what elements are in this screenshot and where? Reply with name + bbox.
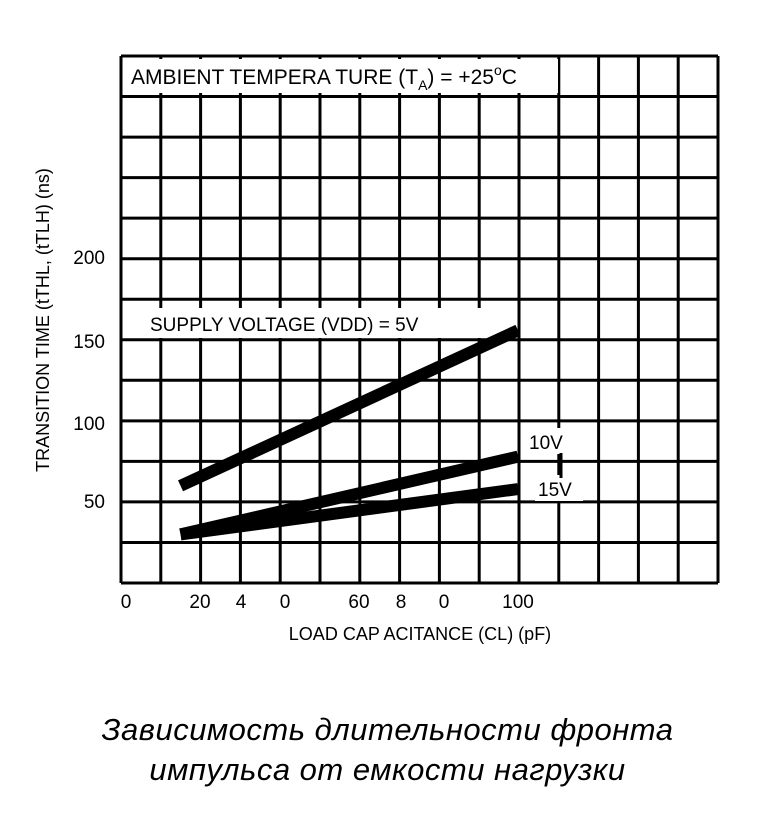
x-tick-label: 0 [439, 592, 450, 613]
x-tick-label: 20 [189, 592, 210, 613]
x-tick-label: 60 [348, 592, 369, 613]
series-15v-label-box [535, 475, 583, 501]
chart-series [178, 324, 521, 541]
y-axis-ticks: 200 150 100 50 [73, 248, 105, 513]
y-tick-label: 200 [73, 248, 105, 269]
series-5v-label: SUPPLY VOLTAGE (VDD) = 5V [150, 315, 419, 336]
y-tick-label: 50 [84, 492, 105, 513]
y-tick-label: 150 [73, 332, 105, 353]
annotation-box [126, 59, 558, 93]
series-line-1 [178, 324, 521, 492]
x-tick-label: 0 [121, 592, 132, 613]
caption-line-1: Зависимость длительности фронта [101, 712, 674, 747]
caption-line-2: импульса от емкости нагрузки [149, 752, 626, 787]
series-line-3 [179, 483, 519, 541]
y-tick-label: 100 [73, 414, 105, 435]
y-axis-title: TRANSITION TIME (tTHL, (tTLH) (ns) [33, 168, 53, 472]
x-tick-label: 4 [236, 592, 247, 613]
series-15v-label: 15V [538, 480, 572, 501]
x-tick-label: 8 [396, 592, 407, 613]
x-tick-label: 0 [280, 592, 291, 613]
x-axis-ticks: 0 20 4 0 60 8 0 100 [121, 592, 534, 613]
series-5v-label-box [142, 308, 484, 338]
x-tick-label: 100 [502, 592, 534, 613]
series-10v-label-box [525, 428, 573, 454]
x-axis-title: LOAD CAP ACITANCE (CL) (pF) [289, 624, 551, 644]
series-10v-label: 10V [529, 433, 563, 454]
ambient-temperature-label: AMBIENT TEMPERA TURE (TA) = +25oC [131, 62, 517, 93]
